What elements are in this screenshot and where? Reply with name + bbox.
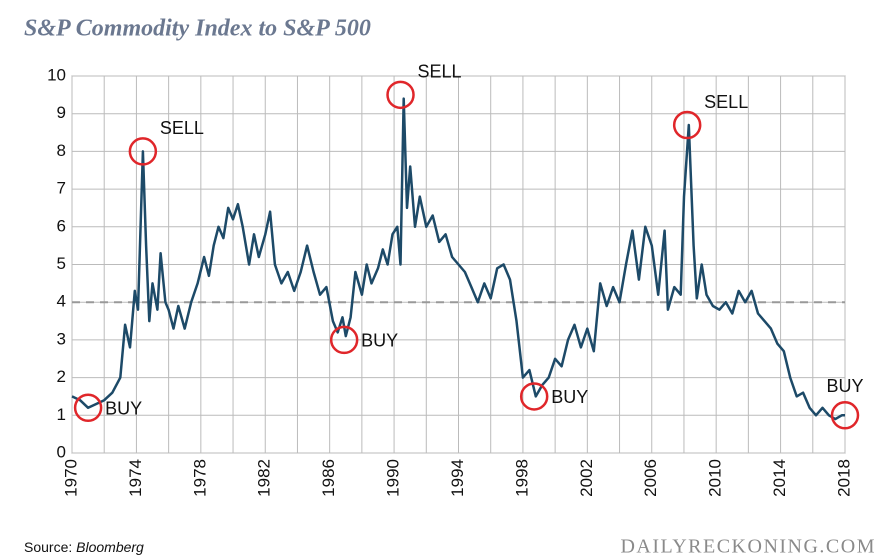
x-tick-label: 2018 [834,459,853,497]
annotation-circle [128,137,158,166]
annotation-label: BUY [105,399,142,419]
x-tick-label: 1978 [190,459,209,497]
x-tick-label: 1970 [61,459,80,497]
annotation-label: SELL [418,62,462,82]
source-label: Source: [24,539,72,555]
data-line [71,97,845,421]
x-tick-label: 2002 [577,459,596,497]
annotation-circle [830,401,860,430]
watermark: DAILYRECKONING.COM [620,536,876,558]
x-tick-label: 2006 [641,459,660,497]
y-tick-label: 5 [57,254,66,273]
x-tick-label: 1998 [512,459,531,497]
chart-title: S&P Commodity Index to S&P 500 [24,16,371,42]
y-tick-label: 6 [57,216,66,235]
y-tick-label: 7 [57,179,66,198]
source: Source: Bloomberg [24,539,144,555]
y-tick-label: 1 [57,405,66,424]
x-tick-label: 2010 [706,459,725,497]
annotation-label: BUY [826,376,863,396]
y-tick-label: 4 [57,292,66,311]
x-tick-label: 1990 [384,459,403,497]
y-tick-label: 0 [57,442,66,461]
annotation-circle [73,393,103,423]
annotation-circle [672,110,702,140]
annotation-label: SELL [160,118,204,138]
source-name: Bloomberg [76,539,144,555]
y-tick-label: 10 [47,65,66,84]
annotation-circle [519,382,549,411]
x-tick-label: 1982 [255,459,274,497]
annotation-circle [329,325,359,355]
x-tick-label: 2014 [770,459,789,497]
annotation-label: BUY [551,387,588,407]
x-tick-label: 1986 [319,459,338,497]
y-tick-label: 3 [57,329,66,348]
annotation-circle [386,80,415,110]
y-tick-label: 2 [57,367,66,386]
y-tick-label: 9 [57,103,66,122]
annotation-label: BUY [361,331,398,351]
x-tick-label: 1994 [448,459,467,497]
y-tick-label: 8 [57,141,66,160]
x-tick-label: 1974 [126,459,145,497]
annotation-label: SELL [704,92,748,112]
